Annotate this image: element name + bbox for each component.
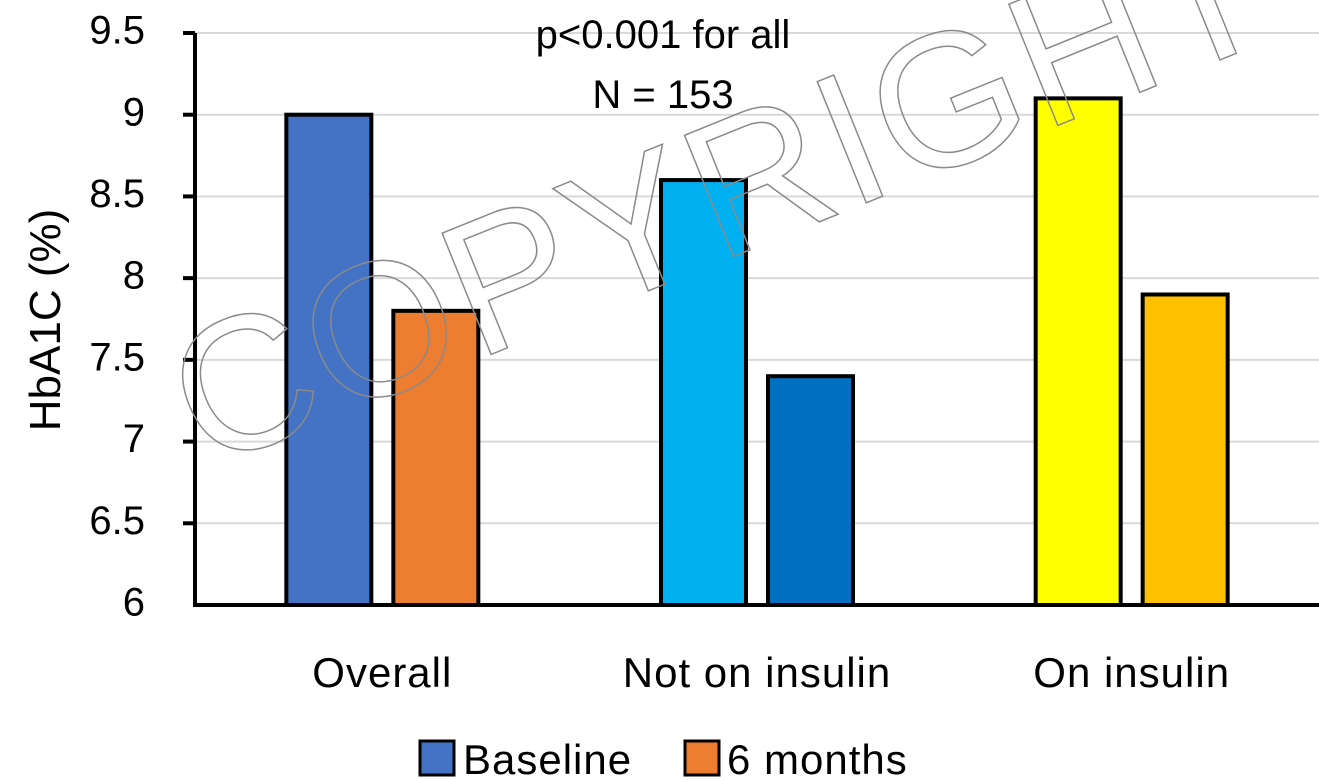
y-axis-label: HbA1C (%) [21,209,70,432]
x-category-label: Not on insulin [623,649,891,696]
legend-swatch-6-months [683,739,721,777]
y-tick-label: 8.5 [89,172,145,216]
legend-label-6-months: 6 months [727,736,908,780]
bar-baseline-on-insulin [1033,96,1123,607]
x-category-labels: Overall Not on insulin On insulin [312,649,1230,696]
gridlines [195,32,1319,525]
x-category-label: Overall [312,649,452,696]
y-tick-labels: 6 6.5 7 7.5 8 8.5 9 9.5 [89,9,145,625]
legend: Baseline 6 months [418,736,908,780]
bars [284,96,1230,608]
y-tick-label: 9 [123,90,145,134]
sample-size-annotation: N = 153 [592,73,733,117]
y-tick-label: 6 [123,581,145,625]
y-tick-label: 7.5 [89,335,145,379]
legend-swatch-baseline [418,739,456,777]
y-tick-label: 7 [123,417,145,461]
x-category-label: On insulin [1033,649,1230,696]
y-tick-label: 6.5 [89,499,145,543]
y-tick-label: 9.5 [89,9,145,53]
significance-annotation: p<0.001 for all [536,13,791,57]
bar-baseline-not-on-insulin [659,178,748,607]
bar-6-months-not-on-insulin [766,374,855,608]
bar-6-months-overall [391,308,481,607]
y-tick-label: 8 [123,254,145,298]
bar-6-months-on-insulin [1140,292,1230,607]
legend-label-baseline: Baseline [463,736,632,780]
axes [183,31,1319,607]
